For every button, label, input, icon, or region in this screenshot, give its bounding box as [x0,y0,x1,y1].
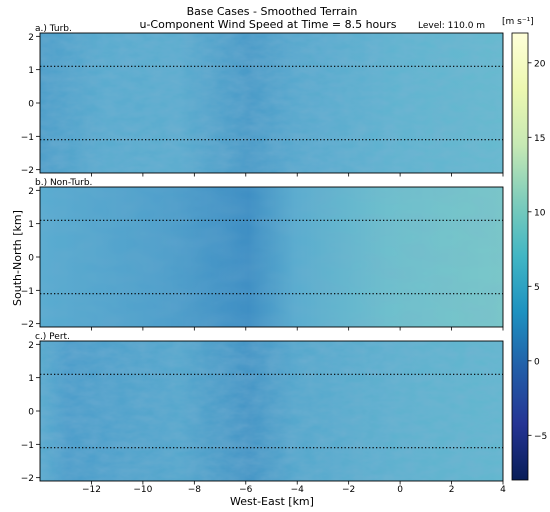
panel-perturbed: −2 −1 0 1 2c.) Pert. [21,332,504,485]
y-tick-label: 1 [28,220,34,230]
level-label: Level: 110.0 m [418,21,485,31]
x-tick-label: 4 [500,485,506,495]
colorbar-tick-label: 10 [534,208,546,218]
heatmap-texture [40,33,503,173]
y-tick-label: −2 [21,320,34,330]
y-tick-label: 1 [28,374,34,384]
colorbar-ticks: −5 0 5 10 15 20 [528,59,547,442]
y-tick-label: 0 [28,254,34,264]
colorbar: [m s⁻¹] −5 0 5 10 15 20 [502,17,547,481]
x-tick-label: −12 [82,485,101,495]
y-tick-label: 0 [28,100,34,110]
x-tick-label: 2 [449,485,455,495]
y-tick-label: 1 [28,66,34,76]
figure-title: Base Cases - Smoothed Terrain [187,5,358,18]
x-tick-label: −8 [188,485,202,495]
colorbar-gradient [511,32,529,481]
panel-turbulent: −2 −1 0 1 2a.) Turb. [21,24,504,177]
y-axis-label: South-North [km] [11,210,24,306]
colorbar-tick-label: 0 [534,357,540,367]
titles: Base Cases - Smoothed Terrain u-Componen… [139,5,485,31]
figure-subtitle: u-Component Wind Speed at Time = 8.5 hou… [139,18,396,31]
panel-label: c.) Pert. [35,332,70,342]
x-tick-label: −4 [291,485,305,495]
x-axis-label: West-East [km] [230,495,314,508]
y-tick-label: 2 [28,187,34,197]
y-tick-label: 2 [28,341,34,351]
y-tick-label: −1 [21,133,34,143]
x-tick-label: −10 [133,485,152,495]
colorbar-units: [m s⁻¹] [502,17,534,27]
y-tick-label: −1 [21,287,34,297]
colorbar-tick-label: −5 [534,432,547,442]
x-tick-label: −6 [239,485,253,495]
x-tick-label: 0 [397,485,403,495]
y-tick-label: −2 [21,166,34,176]
y-tick-label: 2 [28,33,34,43]
panel-label: a.) Turb. [35,24,72,34]
panel-label: b.) Non-Turb. [35,178,92,188]
x-tick-label: −2 [342,485,355,495]
x-axis: −12 −10 −8 −6 −4 −2 0 2 4 [82,485,506,495]
colorbar-tick-label: 15 [534,134,545,144]
heatmap-texture [40,341,503,481]
colorbar-tick-label: 20 [534,59,546,69]
heatmap-texture [40,187,503,327]
panel-non-turbulent: −2 −1 0 1 2b.) Non-Turb. [21,178,504,331]
y-tick-label: −2 [21,474,34,484]
y-tick-label: 0 [28,408,34,418]
colorbar-tick-label: 5 [534,283,540,293]
y-tick-label: −1 [21,441,34,451]
